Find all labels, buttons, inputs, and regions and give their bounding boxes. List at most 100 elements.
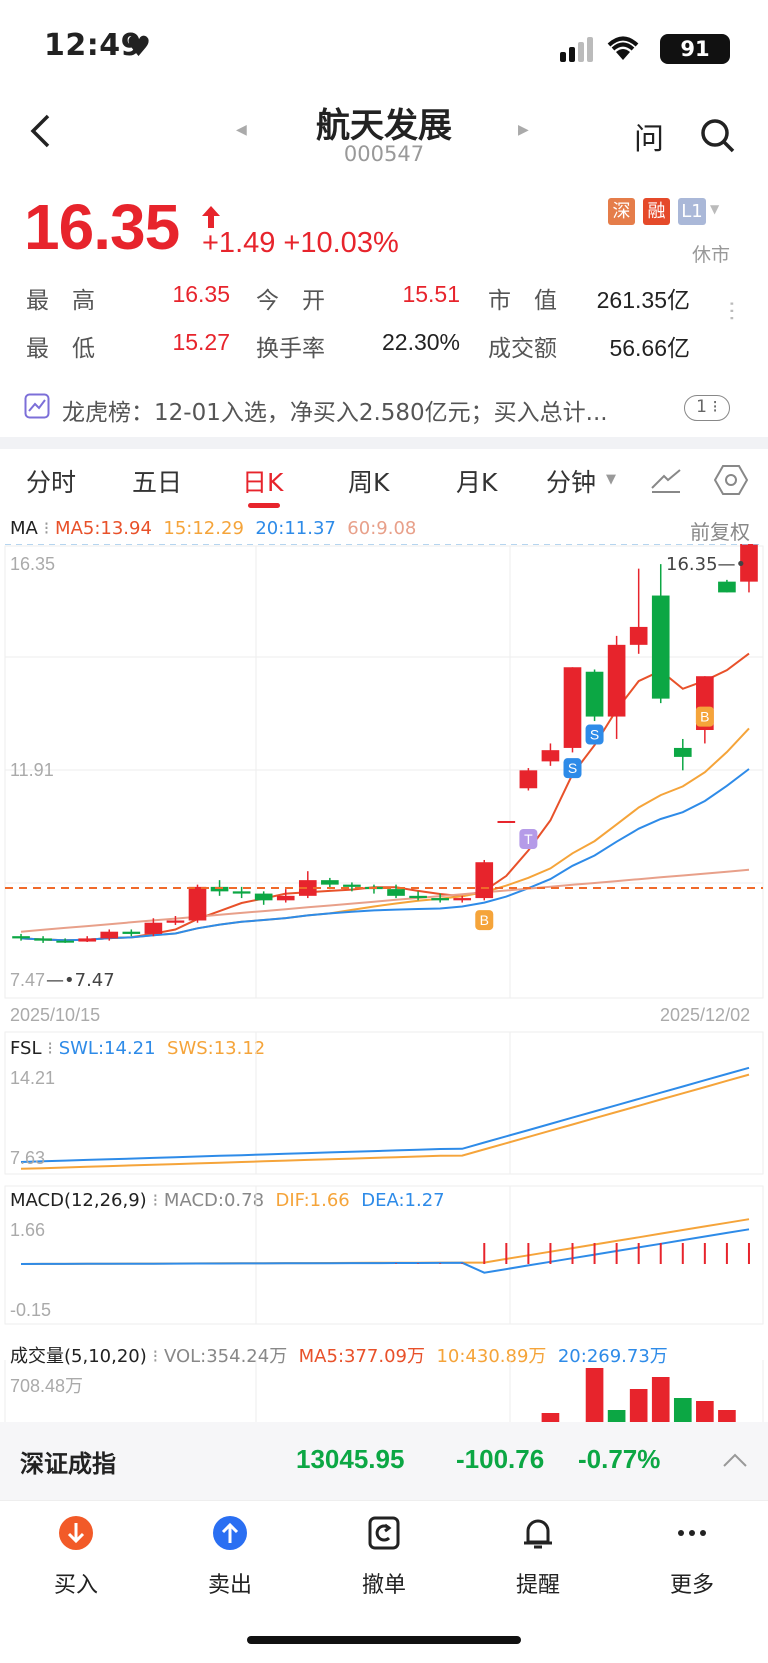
tab-monthly-k[interactable]: 月K — [456, 468, 498, 497]
tab-intraday[interactable]: 分时 — [26, 468, 77, 497]
stat-value: 22.30% — [381, 329, 460, 355]
badge-level[interactable]: L1 — [678, 198, 706, 225]
ask-button[interactable]: 问 — [634, 122, 664, 157]
macd-dif: DIF:1.66 — [275, 1190, 350, 1211]
trade-marker — [563, 758, 582, 779]
volume-chart[interactable] — [0, 1340, 768, 1422]
buy-button[interactable]: 买入 — [26, 1515, 126, 1599]
cancel-order-icon — [368, 1516, 400, 1550]
stat-label: 市 值 — [488, 288, 557, 314]
fsl-sws-line — [20, 1073, 750, 1170]
candlestick-chart[interactable]: T S S B B — [0, 544, 768, 1002]
candle-body — [585, 671, 604, 717]
chevron-up-icon[interactable] — [722, 1452, 748, 1468]
candles — [12, 544, 758, 943]
fsl-menu-icon[interactable]: ⁝ — [47, 1038, 53, 1059]
volume-bar — [651, 1377, 670, 1422]
candle-body — [497, 820, 516, 823]
sell-button[interactable]: 卖出 — [180, 1515, 280, 1599]
badge-dropdown-icon[interactable]: ▼ — [710, 202, 720, 216]
macd-value: MACD:0.78 — [163, 1190, 265, 1211]
settings-hex-icon[interactable] — [714, 464, 748, 496]
buy-icon — [59, 1516, 93, 1550]
ma-menu-icon[interactable]: ⁝ — [43, 518, 50, 539]
candle-body — [431, 898, 449, 901]
stock-code: 000547 — [343, 142, 425, 166]
volume-bar — [607, 1410, 626, 1422]
alert-button[interactable]: 提醒 — [488, 1515, 588, 1599]
search-icon[interactable] — [700, 118, 736, 154]
cancel-order-label: 撤单 — [361, 1573, 406, 1598]
volume-grid — [4, 1360, 764, 1422]
prev-stock-icon[interactable]: ◀ — [236, 122, 247, 138]
fsl-sws: SWS:13.12 — [167, 1038, 266, 1059]
chart-mid-price: 11.91 — [10, 760, 54, 780]
volume-menu-icon[interactable]: ⁝ — [152, 1346, 159, 1367]
candle-body — [651, 595, 670, 699]
bell-icon — [524, 1519, 552, 1549]
high-marker: 16.35—• — [666, 554, 747, 575]
ma20-line — [20, 768, 750, 942]
candle-body — [232, 891, 251, 894]
chart-low-price: 7.47 — [10, 970, 46, 990]
dragon-tiger-bar[interactable]: 龙虎榜：12-01入选，净买入2.580亿元；买入总计... 1 ⁝ — [24, 391, 744, 431]
ma5-value: MA5:13.94 — [55, 518, 152, 539]
trade-marker — [475, 910, 494, 931]
candle-body — [607, 644, 626, 717]
draw-line-icon[interactable] — [650, 466, 682, 494]
chevron-down-icon[interactable]: ▼ — [606, 472, 616, 487]
tab-minute[interactable]: 分钟 — [546, 468, 597, 497]
active-tab-indicator — [248, 503, 280, 508]
ma-lines — [20, 652, 750, 942]
candle-body — [541, 750, 560, 762]
cancel-order-button[interactable]: 撤单 — [334, 1515, 434, 1599]
candle-body — [166, 920, 185, 923]
candle-body — [475, 862, 494, 899]
back-icon[interactable] — [28, 114, 54, 148]
fsl-grid — [4, 1031, 764, 1175]
trade-marker-label: T — [524, 831, 533, 847]
home-indicator — [247, 1636, 521, 1644]
candle-body — [122, 931, 141, 934]
tab-five-day[interactable]: 五日 — [132, 468, 183, 497]
fsl-chart[interactable] — [0, 1030, 768, 1176]
macd-menu-icon[interactable]: ⁝ — [152, 1190, 159, 1211]
macd-chart[interactable] — [0, 1184, 768, 1326]
volume-ma20: 20:269.73万 — [557, 1346, 668, 1367]
tab-weekly-k[interactable]: 周K — [348, 468, 390, 497]
stat-label: 今 开 — [256, 288, 325, 314]
volume-bar — [696, 1401, 714, 1422]
signal-icon — [560, 37, 593, 62]
index-name: 深证成指 — [20, 1450, 116, 1478]
stat-value: 56.66亿 — [609, 335, 690, 361]
stat-label: 最 高 — [26, 288, 95, 314]
fsl-swl-line — [20, 1066, 750, 1163]
index-ticker[interactable]: 深证成指 13045.95 -100.76 -0.77% — [0, 1422, 768, 1500]
ma-legend: MA ⁝ MA5:13.94 15:12.29 20:11.37 60:9.08 — [10, 518, 416, 539]
candle-body — [254, 893, 273, 901]
dragon-tiger-count[interactable]: 1 ⁝ — [684, 395, 730, 421]
adjust-toggle[interactable]: 前复权 — [690, 520, 750, 544]
candle-body — [718, 581, 736, 593]
tab-daily-k[interactable]: 日K — [242, 468, 284, 497]
candle-body — [321, 880, 339, 885]
candle-body — [673, 747, 692, 757]
candle-body — [34, 938, 52, 941]
candle-body — [100, 931, 119, 939]
candle-body — [563, 667, 582, 748]
volume-ma5: MA5:377.09万 — [298, 1346, 425, 1367]
more-stats-icon[interactable]: ⋯ — [719, 300, 744, 322]
section-divider — [0, 437, 768, 449]
candle-body — [210, 886, 229, 892]
candle-body — [629, 626, 648, 645]
macd-dif-line — [20, 1218, 750, 1265]
trade-marker — [695, 706, 714, 727]
more-button[interactable]: 更多 — [642, 1515, 742, 1599]
macd-bottom: -0.15 — [10, 1300, 52, 1320]
next-stock-icon[interactable]: ▶ — [518, 122, 529, 138]
volume-bar — [718, 1410, 736, 1422]
volume-top: 708.48万 — [10, 1376, 84, 1396]
ma15-line — [20, 727, 750, 942]
candle-body — [56, 940, 74, 943]
trade-markers: T S S B B — [475, 706, 714, 931]
